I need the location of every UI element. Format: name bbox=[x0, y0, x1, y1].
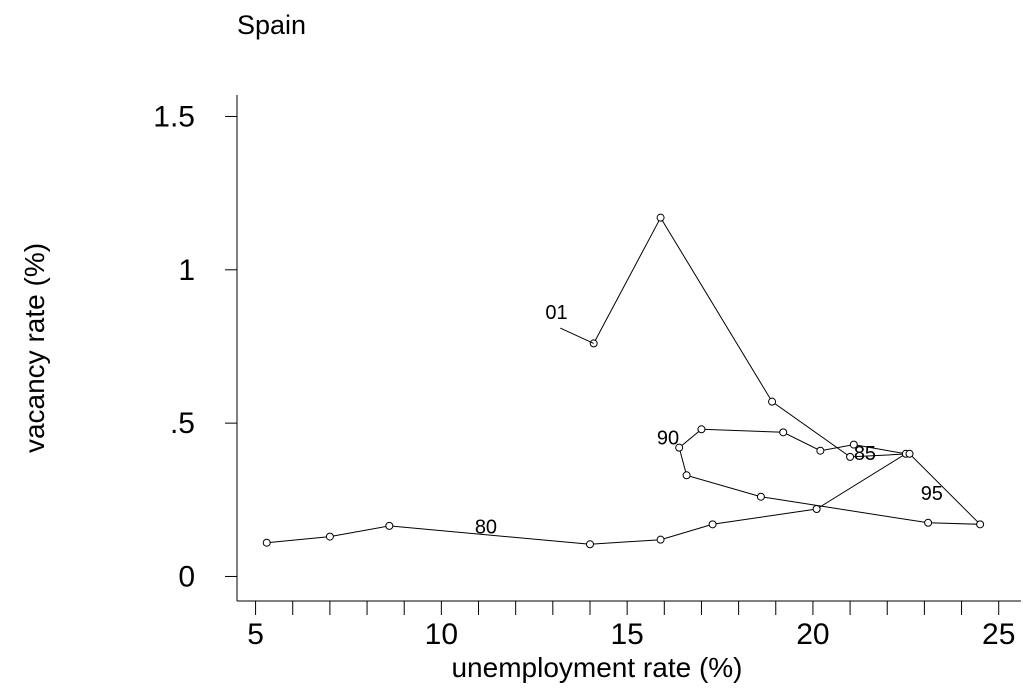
x-axis-ticks: 5 10 15 20 25 bbox=[247, 601, 1015, 651]
y-tick-label: 1 bbox=[178, 254, 195, 287]
x-axis-label: unemployment rate (%) bbox=[451, 652, 742, 683]
data-point bbox=[325, 532, 334, 541]
data-point bbox=[682, 471, 691, 480]
point-annotation: 80 bbox=[475, 517, 497, 539]
y-tick-label: 0 bbox=[178, 560, 195, 593]
data-point bbox=[385, 521, 394, 530]
point-annotation: 85 bbox=[854, 443, 876, 465]
data-series bbox=[262, 213, 985, 549]
data-point bbox=[585, 540, 594, 549]
point-annotations: 80 85 90 95 01 bbox=[475, 302, 943, 539]
point-annotation: 95 bbox=[921, 483, 943, 505]
data-point bbox=[846, 452, 855, 461]
data-point bbox=[924, 518, 933, 527]
y-tick-label: 1.5 bbox=[153, 100, 195, 133]
data-point bbox=[976, 520, 985, 529]
data-point bbox=[779, 428, 788, 437]
data-point bbox=[849, 440, 858, 449]
y-tick-label: .5 bbox=[170, 407, 195, 440]
data-point bbox=[262, 538, 271, 547]
data-point bbox=[812, 505, 821, 513]
data-point bbox=[905, 449, 914, 458]
data-point bbox=[697, 425, 706, 434]
data-point bbox=[756, 492, 765, 501]
point-annotation: 01 bbox=[545, 302, 567, 324]
y-axis-ticks: 0 .5 1 1.5 bbox=[153, 100, 237, 593]
x-tick-label: 15 bbox=[610, 618, 643, 651]
data-point bbox=[656, 535, 665, 544]
x-tick-label: 10 bbox=[425, 618, 458, 651]
point-annotation: 90 bbox=[657, 428, 679, 450]
chart-title: Spain bbox=[237, 10, 307, 40]
data-point bbox=[816, 446, 825, 455]
x-tick-label: 25 bbox=[982, 618, 1015, 651]
y-axis-label: vacancy rate (%) bbox=[19, 243, 50, 453]
x-tick-label: 20 bbox=[796, 618, 829, 651]
annotation-leader-line bbox=[560, 327, 594, 344]
data-point bbox=[708, 520, 717, 529]
data-point bbox=[675, 443, 684, 452]
data-point bbox=[768, 397, 777, 406]
data-point bbox=[656, 213, 665, 222]
series-line bbox=[266, 216, 982, 545]
x-tick-label: 5 bbox=[247, 618, 264, 651]
